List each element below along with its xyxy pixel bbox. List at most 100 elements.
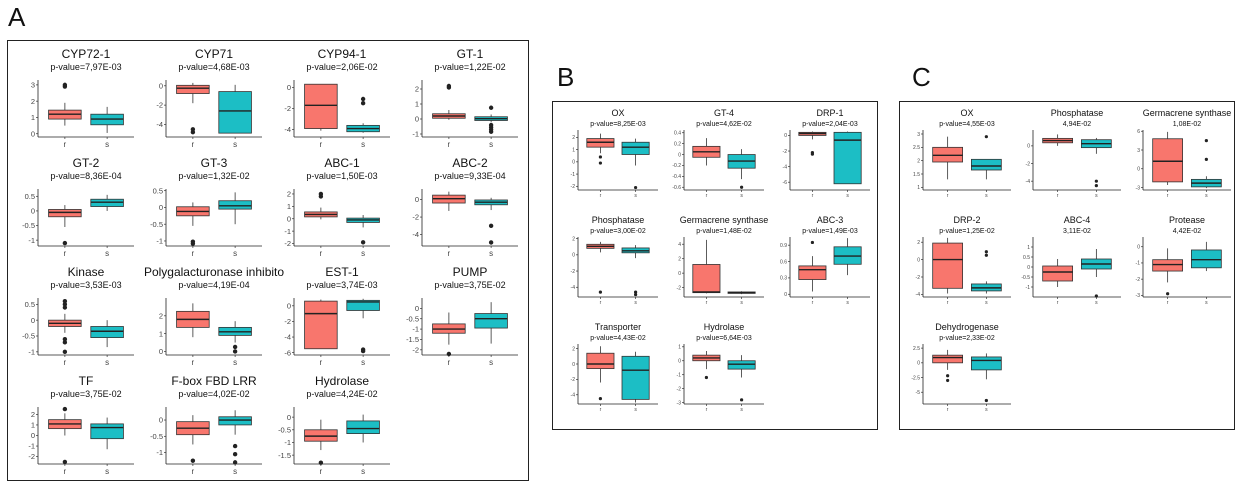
- plot-title: Hydrolase: [315, 374, 369, 388]
- box-s: [218, 200, 252, 210]
- plot-title: ABC-3: [817, 215, 844, 225]
- plot-title: OX: [611, 108, 624, 118]
- y-tick-label: 2: [917, 158, 920, 164]
- outlier-point: [318, 460, 324, 465]
- y-tick-label: 0.5: [153, 186, 163, 195]
- y-tick-label: -1: [412, 325, 419, 334]
- x-tick-label: r: [600, 407, 602, 413]
- x-tick-label: r: [706, 300, 708, 306]
- y-tick-label: 1: [31, 113, 35, 122]
- x-tick-label: r: [192, 467, 195, 476]
- outlier-point: [62, 340, 68, 345]
- y-tick-label: -2.5: [911, 375, 920, 381]
- panel-label-b: B: [557, 62, 575, 92]
- outlier-point: [360, 240, 366, 245]
- y-tick-label: -4: [571, 285, 576, 291]
- plot-title: EST-1: [325, 265, 359, 279]
- x-tick-label: s: [846, 300, 849, 306]
- outlier-point: [232, 460, 238, 465]
- y-tick-label: 2: [572, 346, 575, 352]
- y-tick-label: 1: [678, 345, 681, 351]
- box-r: [48, 209, 82, 218]
- y-tick-label: 0: [415, 195, 419, 204]
- p-value-label: p-value=1,22E-02: [434, 62, 505, 72]
- y-tick-label: 0: [287, 214, 291, 223]
- box-r: [304, 83, 338, 129]
- y-tick-label: -4: [284, 125, 291, 134]
- y-tick-label: 2: [159, 311, 163, 320]
- p-value-label: p-value=1,50E-03: [306, 171, 377, 181]
- box-s: [621, 355, 650, 400]
- plot-title: Protease: [1169, 215, 1205, 225]
- boxplot-phosphatase: Phosphatase 4,94E-02 -4 -2 0 r s: [1026, 108, 1121, 199]
- y-tick-label: 0: [159, 203, 163, 212]
- x-tick-label: s: [489, 358, 493, 367]
- plot-title: Dehydrogenase: [935, 322, 999, 332]
- box-s: [218, 416, 252, 426]
- box-s: [971, 356, 1002, 371]
- y-tick-label: -0.5: [1021, 275, 1030, 281]
- plot-title: DRP-1: [816, 108, 843, 118]
- box-s: [90, 423, 124, 440]
- y-tick-label: -4: [1026, 179, 1031, 185]
- p-value-label: p-value=1,49E-03: [802, 228, 858, 235]
- y-tick-label: -0.6: [672, 185, 681, 191]
- p-value-label: p-value=8,36E-04: [50, 171, 121, 181]
- outlier-point: [598, 161, 603, 165]
- y-tick-label: -4: [284, 333, 291, 342]
- x-tick-label: s: [361, 249, 365, 258]
- y-tick-label: -0.2: [672, 163, 681, 169]
- x-tick-label: s: [489, 140, 493, 149]
- plot-title: GT-2: [73, 156, 100, 170]
- outlier-point: [634, 185, 638, 190]
- y-tick-label: -1: [28, 347, 35, 356]
- outlier-point: [232, 344, 238, 350]
- boxplot-gt-3: GT-3p-value=1,32E-02 -1 -0.5 0 0.5 r s: [150, 156, 262, 258]
- y-tick-label: 2: [572, 135, 575, 141]
- y-tick-label: 0: [572, 362, 575, 368]
- outlier-point: [488, 129, 494, 134]
- box-r: [932, 242, 963, 289]
- y-tick-label: -0.5: [150, 432, 163, 441]
- outlier-point: [946, 374, 950, 378]
- y-tick-label: 0.9: [780, 243, 787, 249]
- y-tick-label: -2: [783, 149, 788, 155]
- p-value-label: p-value=3,00E-02: [590, 228, 646, 235]
- plot-title: Polygalacturonase inhibito: [144, 265, 284, 279]
- plot-title: Germacrene synthase: [1143, 108, 1232, 118]
- box-s: [1191, 249, 1222, 269]
- x-tick-label: s: [105, 249, 109, 258]
- x-tick-label: s: [985, 407, 988, 413]
- x-tick-label: r: [448, 358, 451, 367]
- y-tick-label: -2: [284, 239, 291, 248]
- y-tick-label: 0: [159, 81, 163, 90]
- x-tick-label: r: [1057, 300, 1059, 306]
- boxplot-cyp72-1: CYP72-1p-value=7,97E-03 0 1 2 3 r s: [31, 47, 134, 149]
- x-tick-label: r: [320, 358, 323, 367]
- outlier-point: [62, 240, 68, 246]
- boxplot-drp-1: DRP-1 p-value=2,04E-03 -6 -4 -2 0 r s: [783, 108, 870, 199]
- outlier-point: [1094, 183, 1098, 188]
- x-tick-label: s: [740, 193, 743, 199]
- y-tick-label: 0.3: [780, 276, 787, 282]
- outlier-point: [190, 129, 196, 135]
- y-tick-label: -1: [284, 227, 291, 236]
- outlier-point: [318, 194, 324, 199]
- plot-title: DRP-2: [953, 215, 980, 225]
- box-s: [971, 158, 1002, 171]
- plot-title: GT-3: [201, 156, 228, 170]
- y-tick-label: 0: [287, 413, 291, 422]
- outlier-point: [190, 241, 196, 246]
- y-tick-label: -6: [284, 348, 291, 357]
- y-tick-label: -0.5: [22, 332, 35, 341]
- y-tick-label: 0: [784, 133, 787, 139]
- y-tick-label: -1: [571, 172, 576, 178]
- p-value-label: p-value=9,33E-04: [434, 171, 505, 181]
- x-tick-label: s: [233, 467, 237, 476]
- y-tick-label: 1: [415, 100, 419, 109]
- y-tick-label: 1: [287, 202, 291, 211]
- x-tick-label: s: [634, 407, 637, 413]
- x-tick-label: s: [361, 358, 365, 367]
- boxplot-gt-1: GT-1p-value=1,22E-02 -1 0 1 2 r s: [412, 47, 518, 149]
